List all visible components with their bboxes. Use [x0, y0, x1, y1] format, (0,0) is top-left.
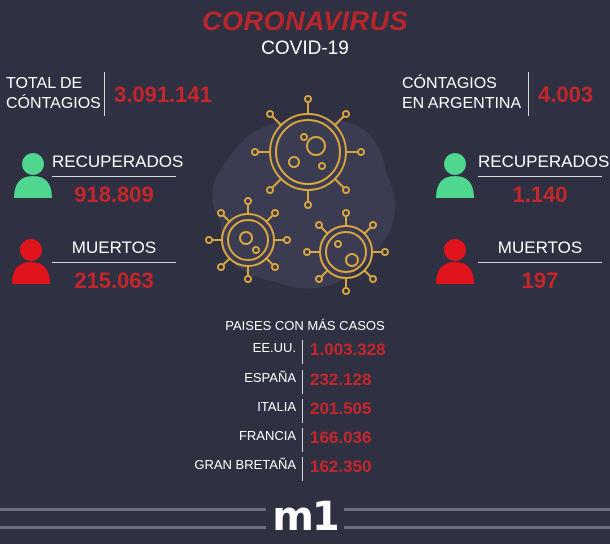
divider	[52, 176, 176, 177]
right-recovered-label: RECUPERADOS	[478, 152, 610, 171]
list-item-value: 166.036	[310, 428, 372, 447]
left-deaths-value: 215.063	[74, 268, 154, 293]
divider	[302, 370, 303, 394]
right-deaths-label: MUERTOS	[497, 238, 583, 257]
list-item-name: ITALIA	[257, 399, 296, 414]
right-total-label-1: CÓNTAGIOS	[402, 75, 497, 92]
page-subtitle: COVID-19	[261, 38, 349, 59]
list-item-value: 232.128	[310, 370, 372, 389]
list-item-name: FRANCIA	[238, 428, 296, 443]
brand-logo: m1	[0, 494, 610, 540]
left-recovered-value: 918.809	[74, 182, 154, 207]
list-item-value: 1.003.328	[310, 340, 386, 359]
right-total-value: 4.003	[538, 82, 594, 107]
left-recovered-label: RECUPERADOS	[52, 152, 184, 171]
person-dead-icon	[12, 239, 50, 284]
divider	[302, 428, 303, 452]
divider	[302, 399, 303, 423]
person-recovered-icon	[436, 153, 474, 198]
left-total-label-2: CÓNTAGIOS	[6, 95, 101, 112]
brand-logo-text: m1	[266, 494, 344, 540]
list-item-name: GRAN BRETAÑA	[194, 457, 296, 472]
list-item-value: 162.350	[310, 457, 372, 476]
divider	[528, 72, 529, 116]
left-total-value: 3.091.141	[114, 82, 212, 107]
right-deaths-value: 197	[521, 268, 559, 293]
divider	[478, 176, 602, 177]
page-title: CORONAVIRUS	[201, 6, 408, 36]
list-item-name: ESPAÑA	[244, 370, 296, 385]
divider	[302, 457, 303, 481]
left-deaths-label: MUERTOS	[71, 238, 157, 257]
list-item-name: EE.UU.	[252, 340, 296, 355]
countries-heading: PAISES CON MÁS CASOS	[225, 318, 385, 333]
divider	[478, 262, 602, 263]
divider	[302, 340, 303, 364]
divider	[52, 262, 176, 263]
virus-illustration	[205, 95, 395, 295]
person-dead-icon	[436, 239, 474, 284]
right-recovered-value: 1.140	[512, 182, 568, 207]
list-item-value: 201.505	[310, 399, 372, 418]
person-recovered-icon	[14, 153, 52, 198]
divider	[104, 72, 105, 116]
right-total-label-2: EN ARGENTINA	[402, 95, 522, 112]
left-total-label-1: TOTAL DE	[6, 75, 83, 92]
